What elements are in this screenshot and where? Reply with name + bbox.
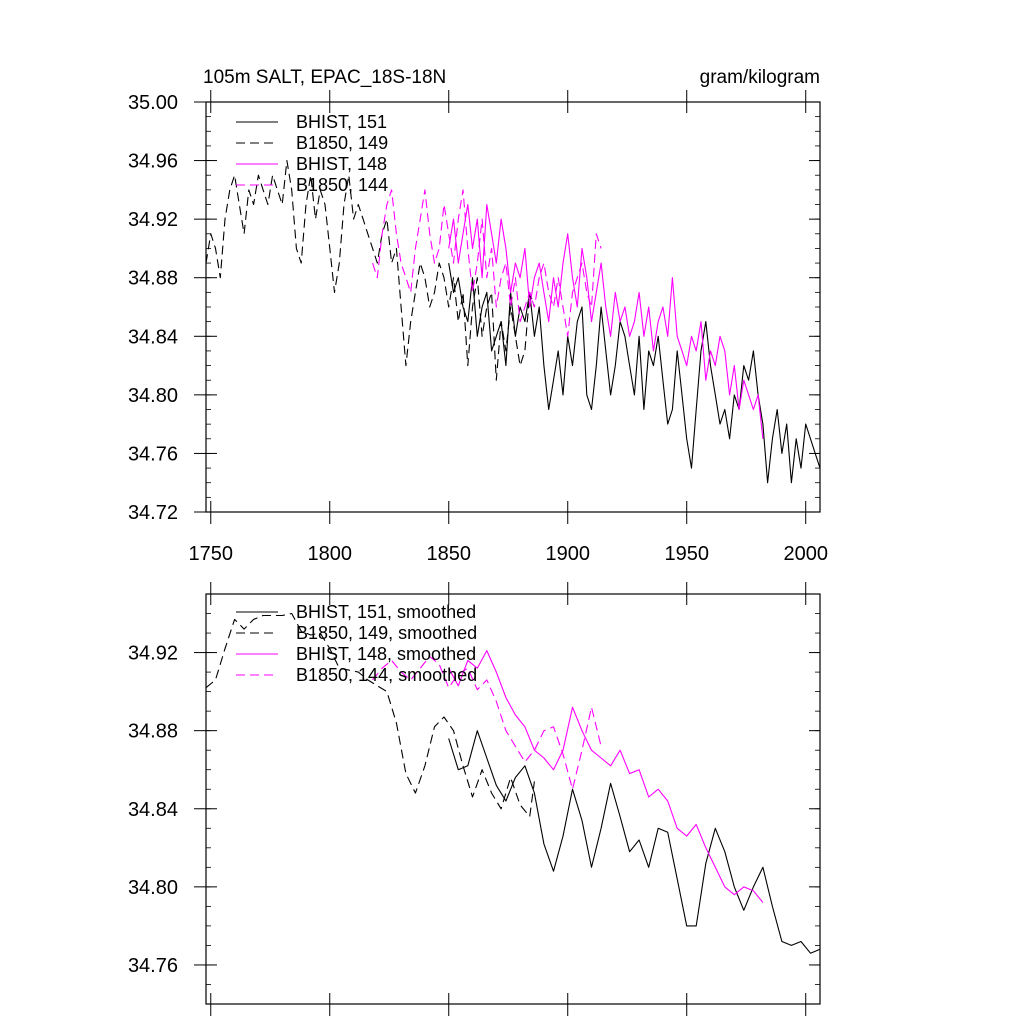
legend-label: BHIST, 151, smoothed [296, 602, 476, 622]
y-tick-label: 34.80 [128, 877, 178, 899]
top-chart-units: gram/kilogram [700, 67, 820, 88]
y-tick-label: 34.76 [128, 443, 178, 465]
x-tick-label: 1750 [189, 543, 234, 565]
legend-label: B1850, 149, smoothed [296, 623, 477, 643]
y-tick-label: 34.92 [128, 643, 178, 665]
y-tick-label: 34.76 [128, 955, 178, 977]
legend-label: B1850, 144, smoothed [296, 665, 477, 685]
x-tick-label: 1950 [664, 543, 709, 565]
bottom-plot-frame [205, 593, 821, 1005]
x-tick-label: 1900 [545, 543, 590, 565]
bottom-series-group [205, 612, 821, 954]
series-line-b1850-144-smoothed [372, 655, 602, 790]
series-line-b1850-149-smoothed [205, 612, 535, 818]
series-line-b1850-149 [205, 160, 535, 381]
legend-label: B1850, 144 [296, 175, 388, 195]
series-line-bhist-151-smoothed [448, 730, 821, 954]
legend-label: BHIST, 151 [296, 112, 387, 132]
y-tick-label: 34.88 [128, 268, 178, 290]
series-line-bhist-151 [448, 263, 821, 484]
top-axes: 34.72 34.76 34.80 34.84 34.88 34.92 34.96 35.00… [128, 90, 828, 565]
top-chart: 105m SALT, EPAC_18S-18N gram/kilogram 34… [128, 67, 828, 565]
y-tick-label: 34.84 [128, 799, 178, 821]
series-line-bhist-148-smoothed [448, 650, 764, 903]
y-tick-label: 34.96 [128, 151, 178, 173]
y-tick-label: 35.00 [128, 92, 178, 114]
bottom-chart: 34.76 34.80 34.84 34.88 34.92 BHIST, 151, sm… [128, 582, 821, 1016]
x-tick-label: 1850 [426, 543, 471, 565]
y-tick-label: 34.80 [128, 385, 178, 407]
y-tick-label: 34.84 [128, 326, 178, 348]
top-plot-frame [205, 101, 821, 513]
y-tick-label: 34.72 [128, 502, 178, 524]
x-tick-label: 1800 [308, 543, 353, 565]
legend-label: BHIST, 148, smoothed [296, 644, 476, 664]
bottom-axes: 34.76 34.80 34.84 34.88 34.92 [128, 582, 820, 1016]
legend-label: BHIST, 148 [296, 154, 387, 174]
series-line-b1850-144 [372, 189, 602, 337]
legend-label: B1850, 149 [296, 133, 388, 153]
y-tick-label: 34.92 [128, 209, 178, 231]
series-line-bhist-148 [448, 203, 764, 439]
top-chart-title: 105m SALT, EPAC_18S-18N [203, 67, 446, 88]
y-tick-label: 34.88 [128, 721, 178, 743]
x-tick-label: 2000 [783, 543, 828, 565]
top-series-group [205, 160, 821, 484]
